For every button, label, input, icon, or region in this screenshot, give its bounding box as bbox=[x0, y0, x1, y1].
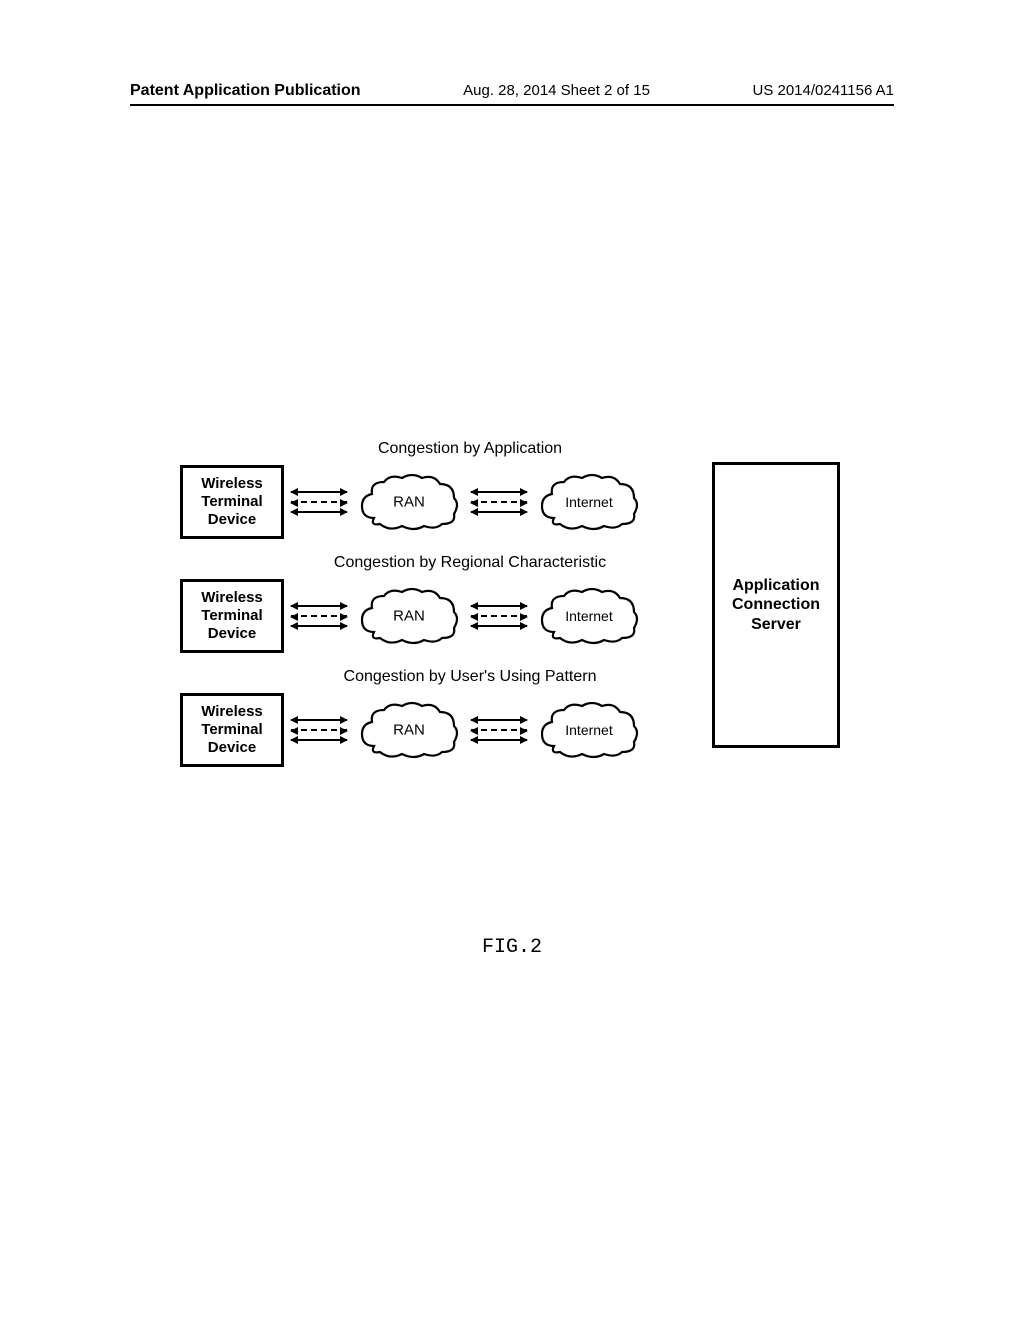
wireless-terminal-device-box: WirelessTerminalDevice bbox=[180, 579, 284, 653]
row-title-2: Congestion by Regional Characteristic bbox=[280, 554, 660, 572]
cloud-label: Internet bbox=[565, 608, 612, 624]
double-arrow-icon bbox=[471, 511, 527, 513]
arrow-group bbox=[284, 605, 354, 627]
double-arrow-dashed-icon bbox=[471, 501, 527, 503]
double-arrow-dashed-icon bbox=[471, 729, 527, 731]
row-title-1: Congestion by Application bbox=[280, 440, 660, 458]
arrow-group bbox=[464, 719, 534, 741]
double-arrow-icon bbox=[291, 491, 347, 493]
page: Patent Application Publication Aug. 28, … bbox=[0, 0, 1024, 1320]
ran-cloud: RAN bbox=[354, 470, 464, 534]
double-arrow-dashed-icon bbox=[471, 615, 527, 617]
device-label: WirelessTerminalDevice bbox=[201, 475, 263, 529]
cloud-label: Internet bbox=[565, 722, 612, 738]
arrow-group bbox=[464, 491, 534, 513]
double-arrow-icon bbox=[291, 739, 347, 741]
double-arrow-icon bbox=[291, 511, 347, 513]
cloud-label: RAN bbox=[393, 608, 425, 625]
server-label: ApplicationConnectionServer bbox=[732, 576, 820, 634]
arrow-group bbox=[464, 605, 534, 627]
cloud-label: Internet bbox=[565, 494, 612, 510]
wireless-terminal-device-box: WirelessTerminalDevice bbox=[180, 693, 284, 767]
double-arrow-icon bbox=[471, 719, 527, 721]
page-header: Patent Application Publication Aug. 28, … bbox=[130, 82, 894, 106]
header-publication: Patent Application Publication bbox=[130, 82, 361, 100]
ran-cloud: RAN bbox=[354, 584, 464, 648]
figure-caption: FIG.2 bbox=[0, 936, 1024, 959]
double-arrow-dashed-icon bbox=[291, 615, 347, 617]
wireless-terminal-device-box: WirelessTerminalDevice bbox=[180, 465, 284, 539]
double-arrow-dashed-icon bbox=[291, 501, 347, 503]
device-label: WirelessTerminalDevice bbox=[201, 589, 263, 643]
double-arrow-icon bbox=[471, 491, 527, 493]
arrow-group bbox=[284, 491, 354, 513]
cloud-label: RAN bbox=[393, 722, 425, 739]
internet-cloud: Internet bbox=[534, 698, 644, 762]
row-title-3: Congestion by User's Using Pattern bbox=[280, 668, 660, 686]
arrow-group bbox=[284, 719, 354, 741]
header-patent-number: US 2014/0241156 A1 bbox=[752, 82, 894, 100]
application-connection-server-box: ApplicationConnectionServer bbox=[712, 462, 840, 748]
internet-cloud: Internet bbox=[534, 470, 644, 534]
double-arrow-dashed-icon bbox=[291, 729, 347, 731]
double-arrow-icon bbox=[291, 605, 347, 607]
double-arrow-icon bbox=[471, 605, 527, 607]
device-label: WirelessTerminalDevice bbox=[201, 703, 263, 757]
double-arrow-icon bbox=[471, 739, 527, 741]
double-arrow-icon bbox=[291, 625, 347, 627]
cloud-label: RAN bbox=[393, 494, 425, 511]
ran-cloud: RAN bbox=[354, 698, 464, 762]
figure-diagram: ApplicationConnectionServer Congestion b… bbox=[180, 440, 840, 782]
double-arrow-icon bbox=[291, 719, 347, 721]
double-arrow-icon bbox=[471, 625, 527, 627]
internet-cloud: Internet bbox=[534, 584, 644, 648]
header-sheet: Aug. 28, 2014 Sheet 2 of 15 bbox=[463, 82, 650, 100]
